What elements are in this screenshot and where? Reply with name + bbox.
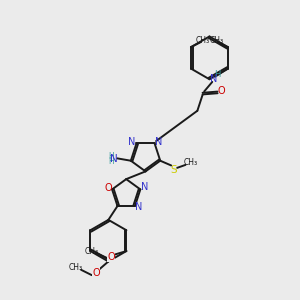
- Text: N: N: [210, 74, 218, 84]
- Text: O: O: [217, 86, 225, 96]
- Text: CH₃: CH₃: [195, 36, 209, 45]
- Text: H: H: [214, 70, 220, 79]
- Text: N: N: [110, 154, 118, 164]
- Text: CH₃: CH₃: [84, 247, 98, 256]
- Text: CH₃: CH₃: [210, 36, 224, 45]
- Text: N: N: [128, 137, 136, 147]
- Text: H: H: [108, 157, 113, 166]
- Text: CH₃: CH₃: [69, 263, 83, 272]
- Text: CH₃: CH₃: [184, 158, 198, 167]
- Text: S: S: [171, 165, 177, 175]
- Text: N: N: [155, 137, 163, 147]
- Text: N: N: [140, 182, 148, 192]
- Text: N: N: [135, 202, 142, 212]
- Text: O: O: [92, 268, 100, 278]
- Text: H: H: [108, 152, 113, 161]
- Text: O: O: [107, 252, 115, 262]
- Text: O: O: [104, 183, 112, 193]
